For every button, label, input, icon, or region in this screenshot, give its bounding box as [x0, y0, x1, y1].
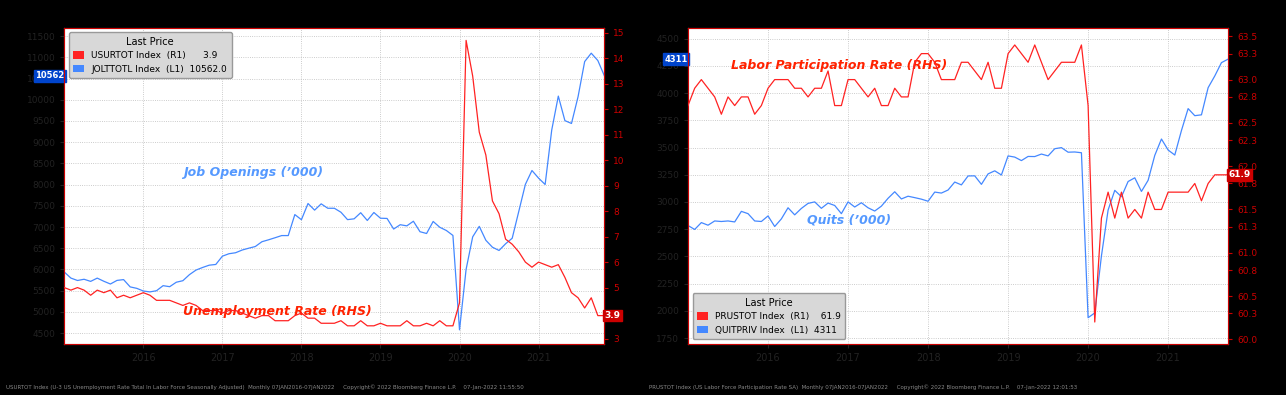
Text: USURTOT Index (U-3 US Unemployment Rate Total In Labor Force Seasonally Adjusted: USURTOT Index (U-3 US Unemployment Rate …: [6, 384, 525, 390]
Text: 4311: 4311: [665, 55, 688, 64]
Legend: PRUSTOT Index  (R1)    61.9, QUITPRIV Index  (L1)  4311: PRUSTOT Index (R1) 61.9, QUITPRIV Index …: [693, 293, 845, 339]
Legend: USURTOT Index  (R1)      3.9, JOLTTOTL Index  (L1)  10562.0: USURTOT Index (R1) 3.9, JOLTTOTL Index (…: [69, 32, 231, 78]
Text: 10562: 10562: [35, 71, 64, 81]
Text: Quits (’000): Quits (’000): [806, 214, 891, 227]
Text: Labor Participation Rate (RHS): Labor Participation Rate (RHS): [732, 59, 948, 72]
Text: PRUSTOT Index (US Labor Force Participation Rate SA)  Monthly 07JAN2016-07JAN202: PRUSTOT Index (US Labor Force Participat…: [649, 384, 1078, 390]
Text: 61.9: 61.9: [1228, 170, 1250, 179]
Text: Unemployment Rate (RHS): Unemployment Rate (RHS): [183, 305, 372, 318]
Text: 3.9: 3.9: [604, 311, 620, 320]
Text: Job Openings (’000): Job Openings (’000): [183, 166, 323, 179]
